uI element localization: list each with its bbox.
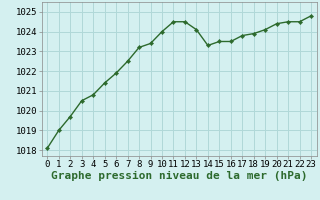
X-axis label: Graphe pression niveau de la mer (hPa): Graphe pression niveau de la mer (hPa) — [51, 171, 308, 181]
